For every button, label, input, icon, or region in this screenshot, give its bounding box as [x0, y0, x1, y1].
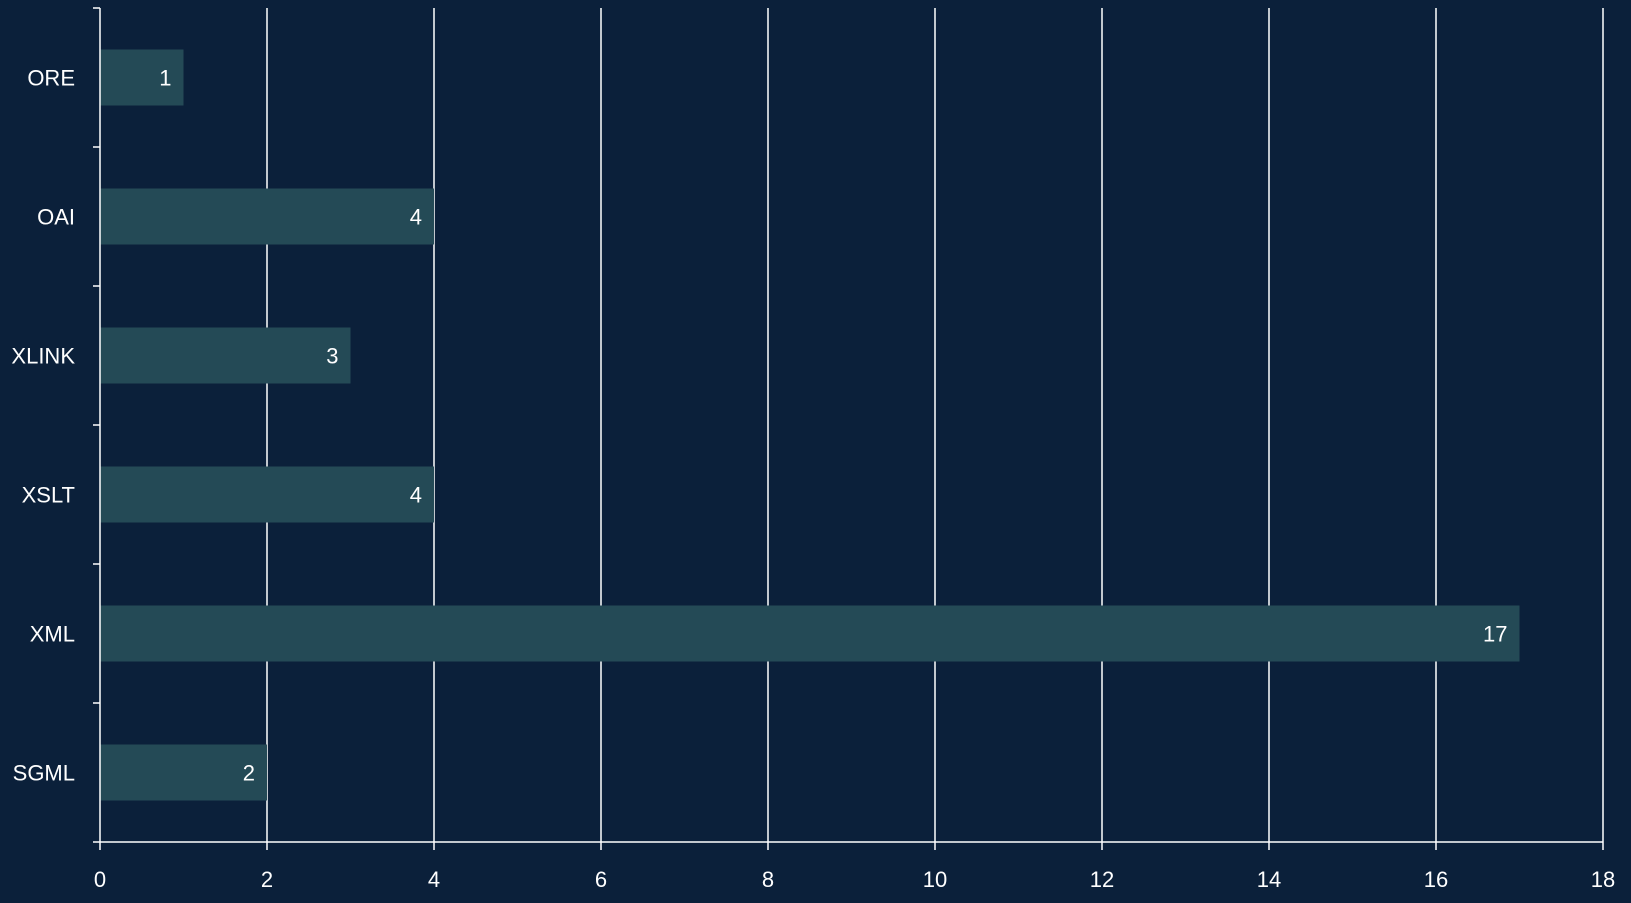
- category-label-xml: XML: [30, 622, 75, 647]
- x-tick-label-2: 2: [261, 867, 273, 892]
- data-label-xslt: 4: [410, 483, 422, 508]
- bar-ore: [100, 49, 184, 106]
- bar-oai: [100, 188, 434, 245]
- bar-xlink: [100, 327, 351, 384]
- x-tick-label-14: 14: [1257, 867, 1281, 892]
- category-label-oai: OAI: [37, 205, 75, 230]
- axis-layer: [93, 7, 1604, 850]
- data-label-oai: 4: [410, 205, 422, 230]
- bar-sgml: [100, 744, 267, 801]
- x-tick-label-18: 18: [1591, 867, 1615, 892]
- data-label-xml: 17: [1483, 622, 1507, 647]
- x-tick-label-10: 10: [923, 867, 947, 892]
- category-label-sgml: SGML: [13, 761, 75, 786]
- category-label-xslt: XSLT: [22, 483, 75, 508]
- x-tick-label-4: 4: [428, 867, 440, 892]
- category-label-xlink: XLINK: [11, 344, 75, 369]
- data-label-ore: 1: [159, 66, 171, 91]
- x-tick-label-6: 6: [595, 867, 607, 892]
- x-tick-label-12: 12: [1090, 867, 1114, 892]
- data-label-xlink: 3: [326, 344, 338, 369]
- x-tick-label-0: 0: [94, 867, 106, 892]
- bar-layer: [100, 49, 1520, 801]
- bar-xml: [100, 605, 1520, 662]
- x-tick-label-16: 16: [1424, 867, 1448, 892]
- x-tick-label-8: 8: [762, 867, 774, 892]
- data-label-sgml: 2: [243, 761, 255, 786]
- label-layer: 0 2 4 6 8 10 12 14 16 18 ORE 1 OAI 4 XLINK 3 XSLT 4 XML 17 S…: [11, 66, 1615, 893]
- bar-xslt: [100, 466, 434, 523]
- category-label-ore: ORE: [27, 66, 75, 91]
- grid-layer: [266, 8, 1604, 842]
